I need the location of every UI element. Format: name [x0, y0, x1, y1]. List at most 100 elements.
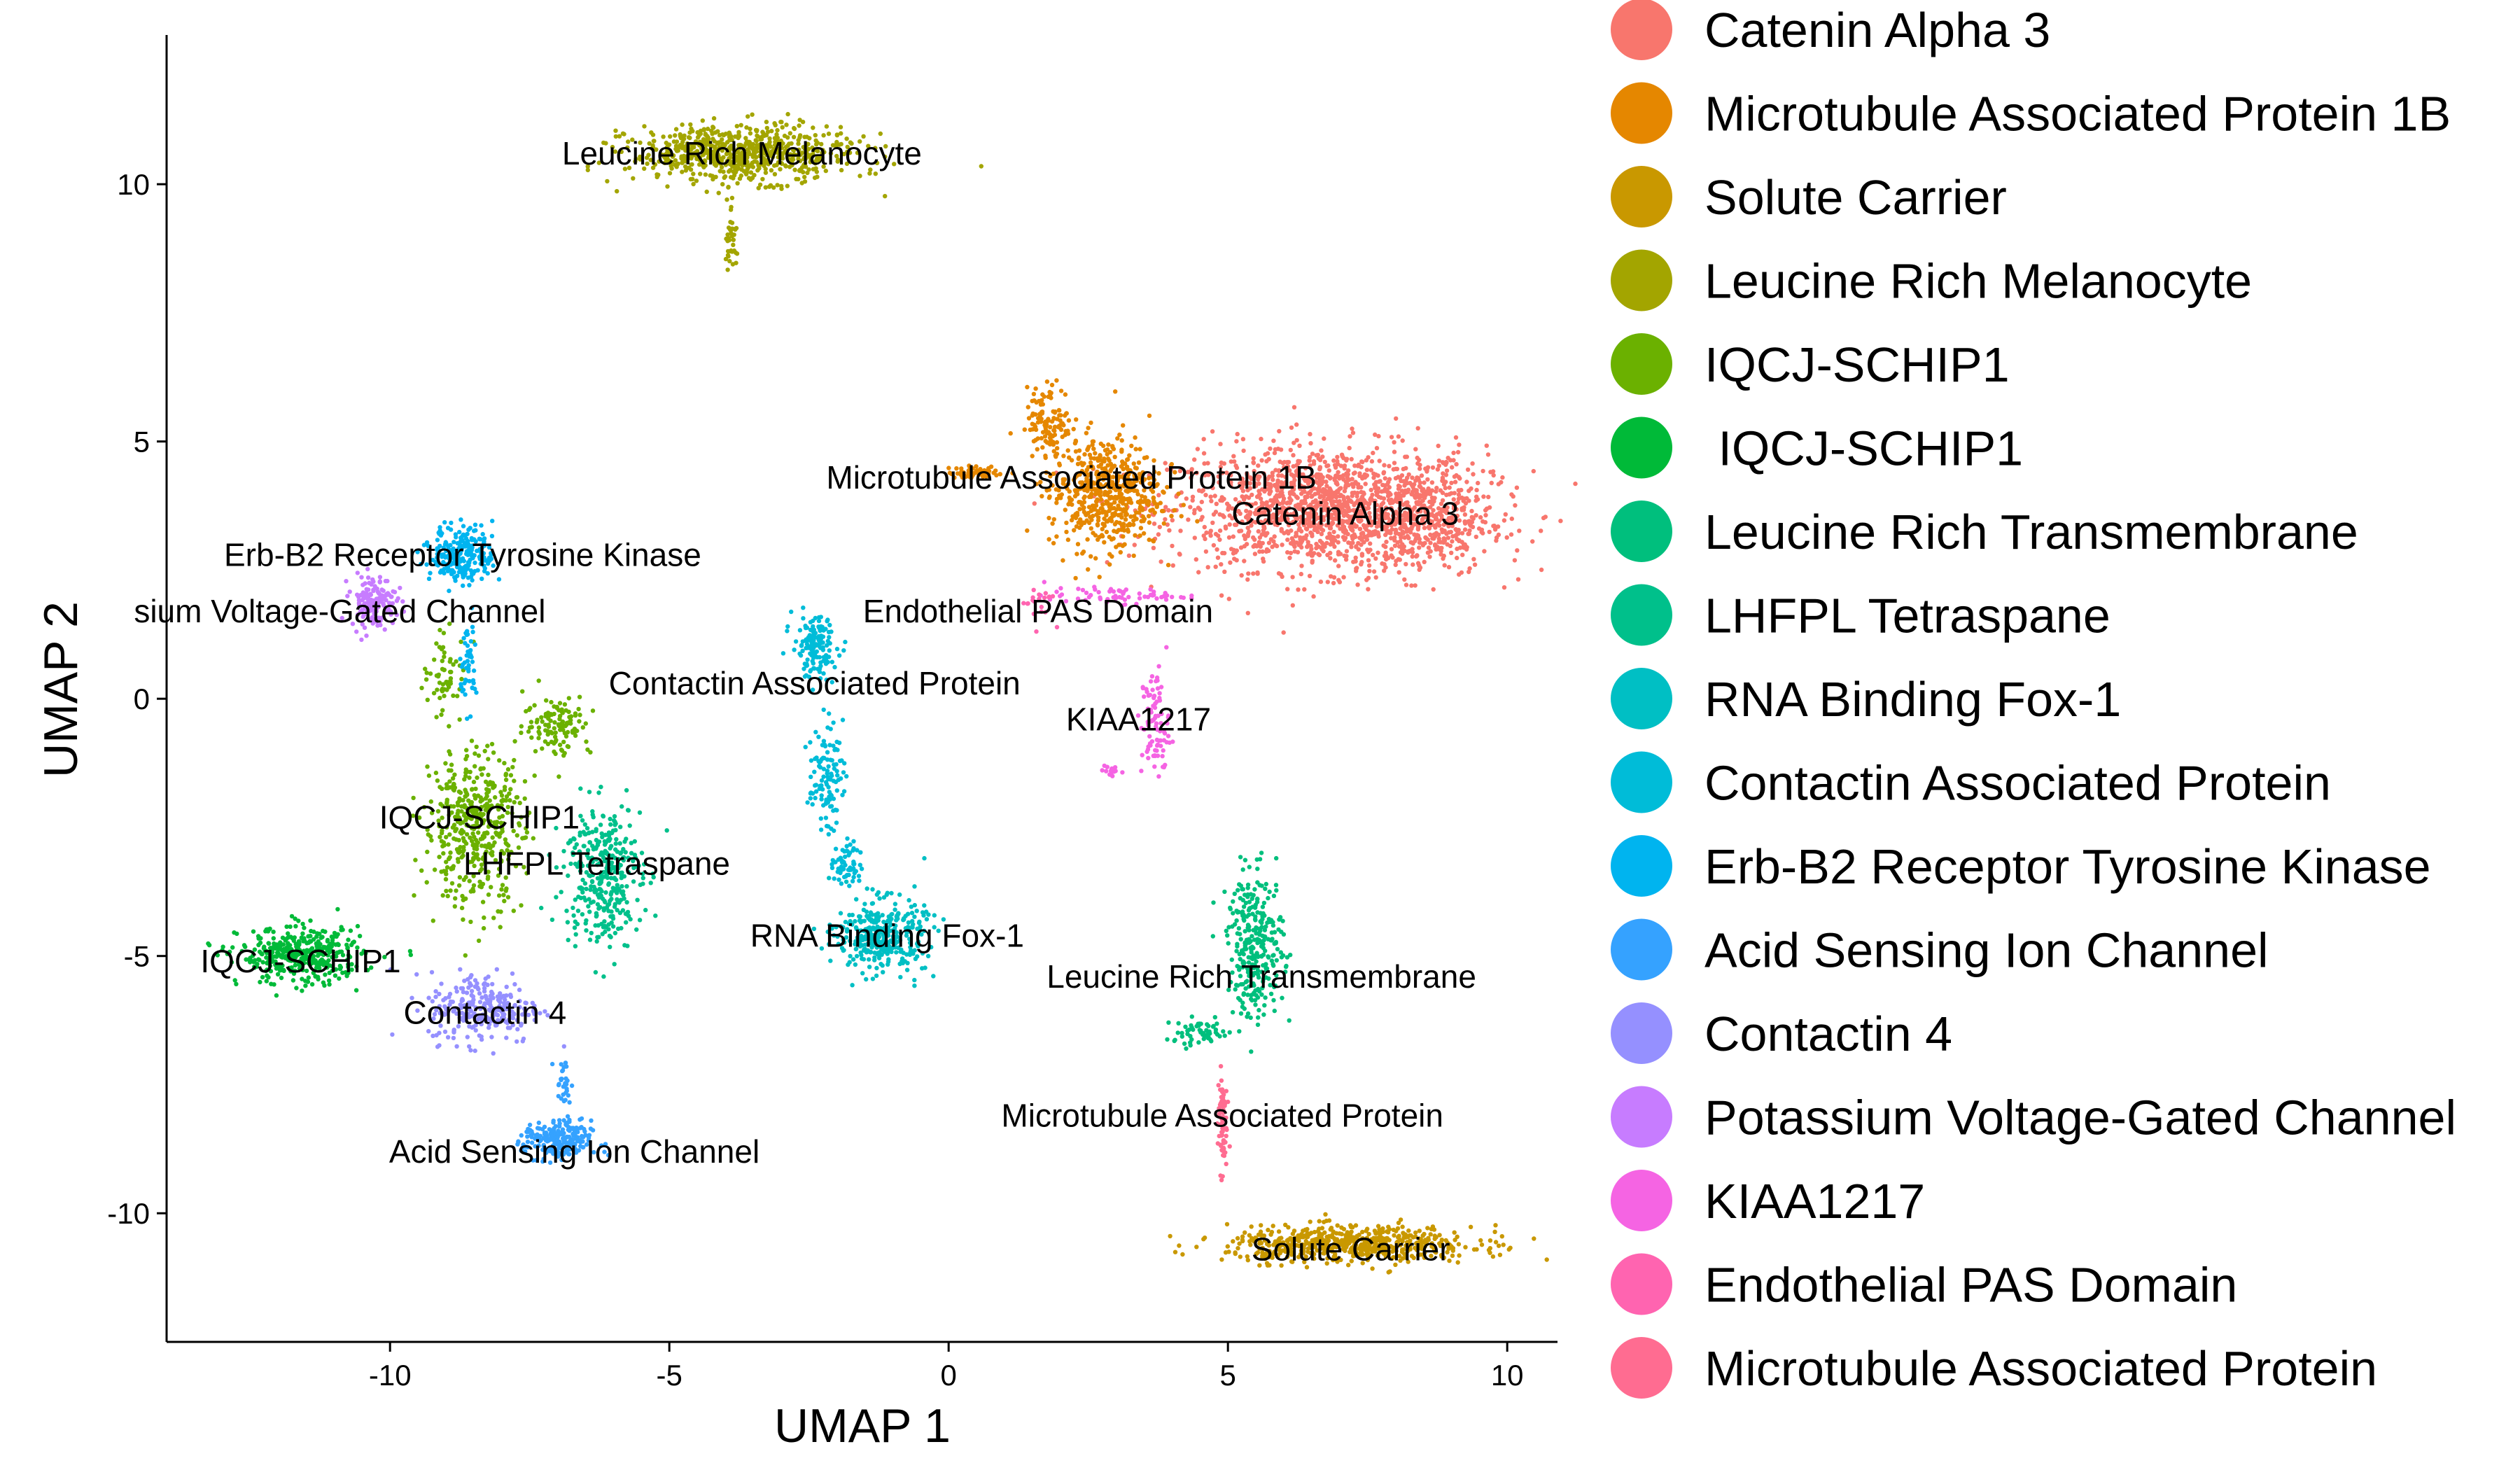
- data-point: [576, 706, 581, 712]
- data-point: [526, 729, 531, 734]
- data-point: [458, 790, 463, 795]
- data-point: [1097, 510, 1102, 516]
- data-point: [1235, 431, 1240, 437]
- data-point: [1151, 545, 1156, 550]
- data-point: [722, 174, 728, 179]
- data-point: [1075, 542, 1081, 547]
- data-point: [1381, 470, 1386, 476]
- data-point: [1471, 556, 1476, 561]
- data-point: [1539, 528, 1544, 533]
- data-point: [1297, 443, 1302, 448]
- data-point: [472, 751, 477, 756]
- data-point: [1054, 378, 1059, 383]
- data-point: [288, 924, 293, 930]
- data-point: [1315, 544, 1321, 550]
- data-point: [437, 680, 442, 685]
- data-point: [1359, 538, 1364, 542]
- data-point: [1322, 459, 1328, 465]
- data-point: [1387, 463, 1392, 468]
- data-point: [1112, 528, 1116, 533]
- data-point: [1299, 564, 1304, 568]
- data-point: [1125, 523, 1130, 528]
- data-point: [472, 764, 477, 769]
- data-point: [444, 864, 450, 870]
- data-point: [1488, 470, 1493, 475]
- data-point: [727, 248, 733, 254]
- data-point: [703, 172, 708, 177]
- data-point: [710, 174, 715, 178]
- data-point: [1044, 422, 1049, 427]
- data-point: [665, 184, 670, 189]
- data-point: [512, 778, 517, 783]
- data-point: [1121, 534, 1126, 539]
- data-point: [528, 720, 534, 724]
- data-point: [1278, 447, 1284, 452]
- data-point: [532, 703, 537, 708]
- data-point: [1501, 1242, 1506, 1247]
- data-point: [1342, 489, 1348, 493]
- data-point: [531, 836, 536, 841]
- data-point: [1329, 574, 1334, 579]
- data-point: [447, 659, 452, 664]
- data-point: [1494, 538, 1499, 543]
- data-point: [448, 676, 454, 681]
- data-point: [1369, 458, 1375, 464]
- data-point: [784, 122, 789, 127]
- data-point: [1048, 393, 1053, 398]
- data-point: [500, 883, 505, 888]
- data-point: [1450, 1253, 1455, 1259]
- data-point: [274, 993, 279, 998]
- data-point: [585, 747, 590, 752]
- data-point: [1402, 577, 1407, 582]
- data-point: [489, 741, 495, 747]
- data-point: [1095, 523, 1100, 528]
- data-point: [1413, 447, 1418, 451]
- data-point: [1252, 552, 1258, 556]
- data-point: [440, 786, 444, 792]
- data-point: [1371, 569, 1377, 574]
- data-point: [1165, 522, 1170, 527]
- data-point: [688, 122, 693, 127]
- data-point: [1161, 508, 1166, 514]
- data-point: [1394, 559, 1399, 564]
- data-point: [529, 724, 534, 729]
- data-point: [1222, 551, 1227, 556]
- data-point: [258, 979, 262, 985]
- data-point: [504, 886, 509, 891]
- data-point: [1491, 472, 1496, 478]
- data-point: [1046, 515, 1051, 521]
- data-point: [1181, 503, 1186, 507]
- data-point: [440, 666, 445, 671]
- data-point: [1363, 482, 1368, 486]
- data-point: [1190, 494, 1196, 499]
- data-point: [1034, 400, 1039, 405]
- data-point: [1202, 524, 1208, 530]
- data-point: [1042, 394, 1047, 399]
- data-point: [1263, 886, 1268, 891]
- data-point: [482, 915, 486, 920]
- data-point: [1373, 472, 1378, 477]
- data-point: [1224, 1222, 1230, 1227]
- data-point: [1107, 534, 1112, 540]
- data-point: [490, 835, 495, 840]
- data-point: [1449, 550, 1454, 555]
- data-point: [424, 880, 429, 885]
- data-point: [1150, 538, 1156, 543]
- data-point: [511, 909, 516, 913]
- data-point: [424, 677, 429, 682]
- data-point: [1213, 531, 1219, 537]
- data-point: [309, 982, 315, 987]
- data-point: [566, 720, 570, 725]
- data-point: [1107, 505, 1112, 510]
- data-point: [1476, 480, 1480, 486]
- data-point: [1237, 1241, 1242, 1246]
- data-point: [779, 186, 784, 191]
- data-point: [1234, 548, 1240, 553]
- data-point: [461, 839, 467, 844]
- data-point: [457, 717, 462, 722]
- data-point: [1357, 471, 1362, 476]
- cluster-points-4: [410, 621, 596, 958]
- data-point: [1251, 535, 1256, 540]
- data-point: [450, 776, 456, 781]
- data-point: [463, 953, 468, 958]
